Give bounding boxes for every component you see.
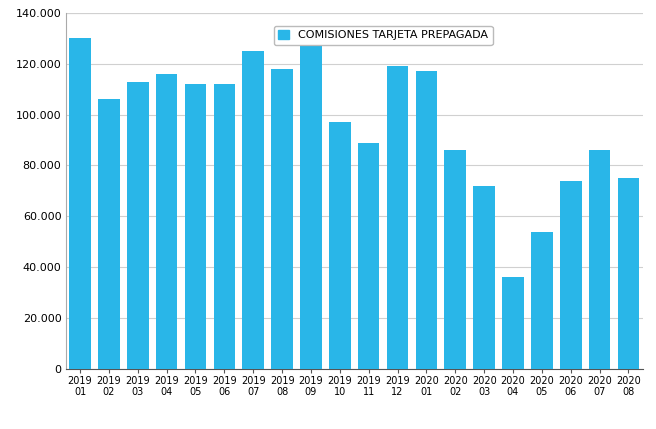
Bar — [618, 178, 640, 369]
Bar — [387, 66, 408, 369]
Bar — [70, 38, 91, 369]
Legend: COMISIONES TARJETA PREPAGADA: COMISIONES TARJETA PREPAGADA — [274, 26, 493, 45]
Bar — [416, 71, 438, 369]
Bar — [98, 100, 119, 369]
Bar — [358, 142, 380, 369]
Bar — [531, 232, 553, 369]
Bar — [214, 84, 236, 369]
Bar — [560, 181, 582, 369]
Bar — [502, 278, 524, 369]
Bar — [243, 51, 264, 369]
Bar — [127, 82, 148, 369]
Bar — [329, 122, 351, 369]
Bar — [445, 150, 466, 369]
Bar — [156, 74, 177, 369]
Bar — [300, 46, 322, 369]
Bar — [589, 150, 611, 369]
Bar — [474, 186, 495, 369]
Bar — [272, 69, 293, 369]
Bar — [185, 84, 206, 369]
